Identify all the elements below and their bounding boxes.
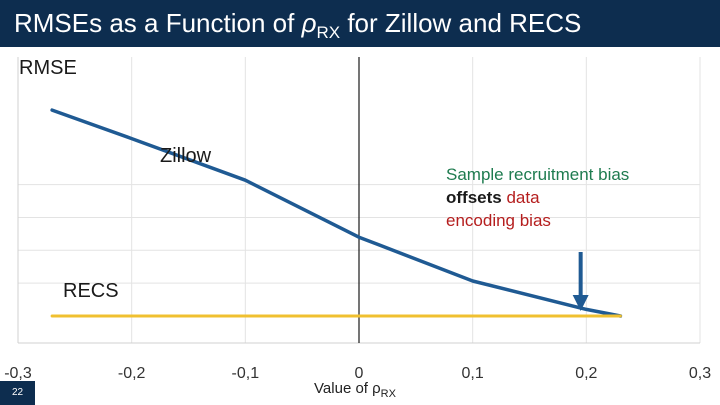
- series-line-zillow: [50, 108, 623, 318]
- x-tick-label-3: 0: [355, 365, 364, 382]
- chart-annotation: Sample recruitment bias offsets data enc…: [446, 165, 630, 230]
- x-tick-label-2: -0,1: [232, 365, 260, 382]
- x-axis-label: Value of ρRX: [314, 380, 396, 400]
- x-tick-label-6: 0,3: [689, 365, 711, 382]
- series-label-recs: RECS: [63, 280, 119, 302]
- x-tick-label-4: 0,1: [462, 365, 484, 382]
- series-label-zillow: Zillow: [160, 145, 212, 167]
- annotation-arrow-head: [572, 295, 589, 311]
- y-axis-label: RMSE: [19, 57, 77, 79]
- slide-number: 22: [0, 381, 35, 405]
- x-tick-label-0: -0,3: [4, 365, 32, 382]
- x-tick-label-5: 0,2: [575, 365, 597, 382]
- x-tick-label-1: -0,2: [118, 365, 146, 382]
- chart-plot: Zillow RECS RMSE -0,3 -0,2 -0,1 0 0,1 0,2 0,3: [4, 57, 711, 382]
- chart-title: RMSEs as a Function of ρRX for Zillow an…: [14, 8, 582, 43]
- title-bar: RMSEs as a Function of ρRX for Zillow an…: [0, 0, 720, 47]
